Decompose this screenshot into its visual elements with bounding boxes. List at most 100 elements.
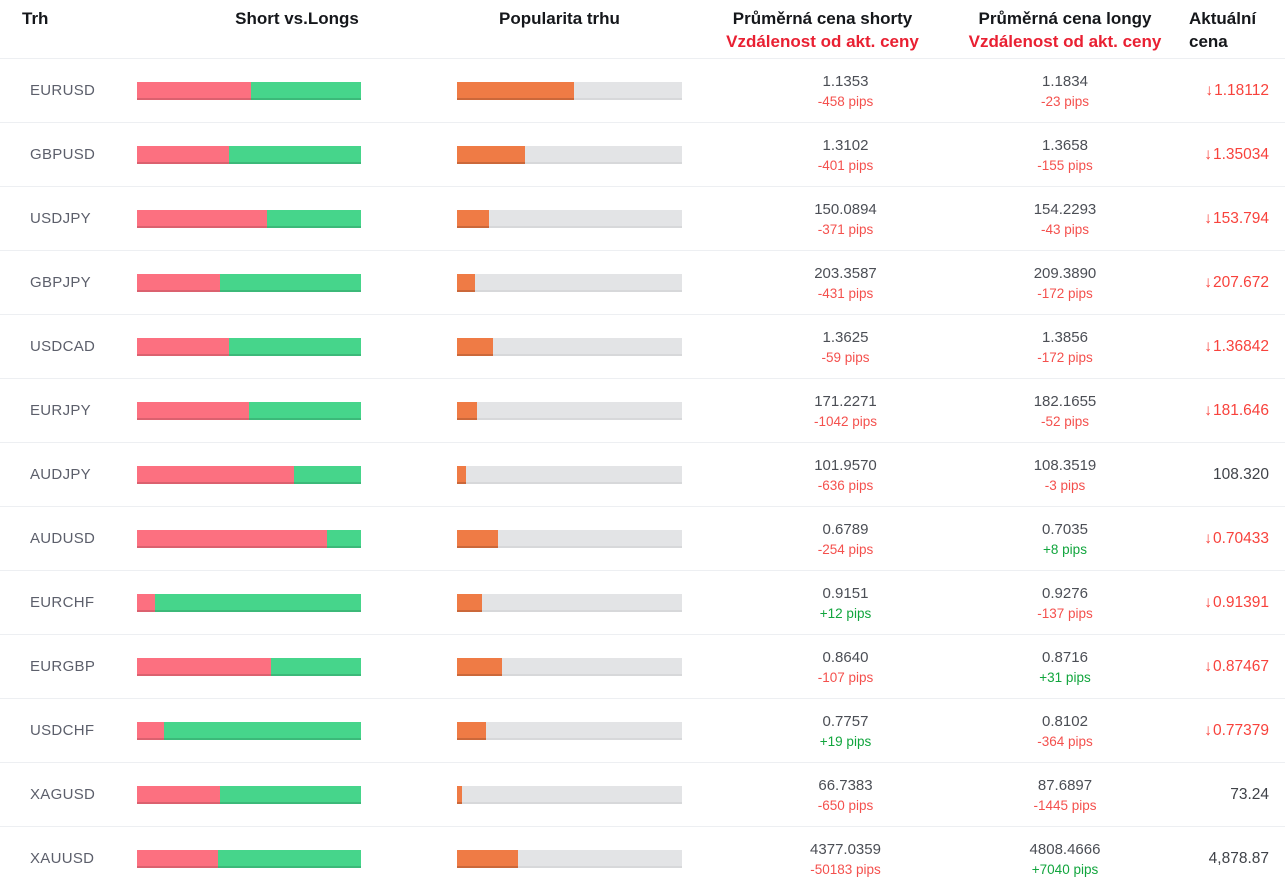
- avg-long-price: 1.3658: [1042, 136, 1088, 154]
- header-avg-long-title: Průměrná cena longy: [978, 9, 1152, 28]
- table-row: EURUSD 1.1353 -458 pips 1.1834 -23 pips …: [0, 58, 1285, 122]
- current-price-value: 0.70433: [1212, 529, 1269, 547]
- header-avg-long-subtitle: Vzdálenost od akt. ceny: [968, 32, 1162, 51]
- avg-short-pips: -371 pips: [817, 221, 874, 237]
- popularity-bar: [457, 593, 682, 612]
- avg-short-pips: +12 pips: [819, 605, 872, 621]
- avg-long-cell: 1.1834 -23 pips: [955, 73, 1175, 109]
- popularity-bar: [457, 81, 682, 100]
- arrow-down-icon: ↓: [1204, 401, 1212, 419]
- popularity-bar-fill: [457, 337, 493, 356]
- avg-long-pips: +31 pips: [1039, 669, 1091, 685]
- current-price-value: 1.36842: [1212, 337, 1269, 355]
- long-bar-segment: [217, 849, 361, 868]
- short-long-bar: [137, 721, 361, 740]
- arrow-down-icon: ↓: [1204, 593, 1212, 611]
- avg-long-cell: 154.2293 -43 pips: [955, 201, 1175, 237]
- avg-long-pips: -155 pips: [1037, 157, 1093, 173]
- avg-long-price: 1.1834: [1042, 72, 1088, 90]
- avg-long-cell: 209.3890 -172 pips: [955, 265, 1175, 301]
- current-price-cell: ↓0.70433: [1175, 530, 1285, 548]
- table-row: USDCAD 1.3625 -59 pips 1.3856 -172 pips …: [0, 314, 1285, 378]
- short-long-bar: [137, 337, 361, 356]
- arrow-down-icon: ↓: [1204, 273, 1212, 291]
- avg-long-cell: 4808.4666 +7040 pips: [955, 841, 1175, 877]
- avg-short-pips: -431 pips: [817, 285, 874, 301]
- current-price-cell: ↓207.672: [1175, 274, 1285, 292]
- avg-short-cell: 0.6789 -254 pips: [690, 521, 955, 557]
- avg-long-price: 154.2293: [1033, 200, 1097, 218]
- arrow-down-icon: ↓: [1204, 721, 1212, 739]
- table-row: AUDUSD 0.6789 -254 pips 0.7035 +8 pips ↓…: [0, 506, 1285, 570]
- popularity-bar-fill: [457, 209, 489, 228]
- popularity-bar: [457, 145, 682, 164]
- header-current-price: Aktuální cena: [1189, 9, 1257, 51]
- long-bar-segment: [293, 465, 361, 484]
- long-bar-segment: [228, 337, 361, 356]
- avg-short-cell: 1.1353 -458 pips: [690, 73, 955, 109]
- avg-short-pips: -650 pips: [817, 797, 874, 813]
- market-label: USDCAD: [30, 338, 96, 355]
- long-bar-segment: [251, 81, 361, 100]
- popularity-bar: [457, 849, 682, 868]
- short-long-bar: [137, 145, 361, 164]
- avg-long-price: 4808.4666: [1029, 840, 1101, 858]
- short-long-bar: [137, 657, 361, 676]
- short-bar-segment: [137, 145, 229, 164]
- header-avg-short: Průměrná cena shorty Vzdálenost od akt. …: [690, 0, 955, 58]
- current-price-cell: ↓1.36842: [1175, 338, 1285, 356]
- long-bar-segment: [219, 273, 361, 292]
- avg-long-cell: 182.1655 -52 pips: [955, 393, 1175, 429]
- avg-long-price: 1.3856: [1042, 328, 1088, 346]
- arrow-down-icon: ↓: [1204, 657, 1212, 675]
- popularity-bar: [457, 529, 682, 548]
- current-price-cell: ↓153.794: [1175, 210, 1285, 228]
- arrow-down-icon: ↓: [1204, 209, 1212, 227]
- short-bar-segment: [137, 401, 249, 420]
- current-price-value: 4,878.87: [1208, 849, 1269, 867]
- short-bar-segment: [137, 337, 229, 356]
- arrow-down-icon: ↓: [1204, 145, 1212, 163]
- popularity-bar-fill: [457, 401, 478, 420]
- avg-short-pips: -59 pips: [821, 349, 870, 365]
- arrow-down-icon: ↓: [1205, 81, 1214, 99]
- popularity-bar-fill: [457, 273, 475, 292]
- avg-short-pips: -107 pips: [817, 669, 874, 685]
- avg-short-cell: 4377.0359 -50183 pips: [690, 841, 955, 877]
- popularity-bar: [457, 657, 682, 676]
- current-price-value: 181.646: [1212, 401, 1269, 419]
- table-row: GBPJPY 203.3587 -431 pips 209.3890 -172 …: [0, 250, 1285, 314]
- avg-short-price: 1.1353: [822, 72, 869, 90]
- short-bar-segment: [137, 593, 155, 612]
- short-long-bar: [137, 401, 361, 420]
- avg-long-cell: 87.6897 -1445 pips: [955, 777, 1175, 813]
- market-label: EURJPY: [30, 402, 91, 419]
- table-row: EURCHF 0.9151 +12 pips 0.9276 -137 pips …: [0, 570, 1285, 634]
- avg-long-cell: 0.8716 +31 pips: [955, 649, 1175, 685]
- avg-short-price: 1.3625: [822, 328, 869, 346]
- avg-short-price: 0.7757: [822, 712, 869, 730]
- avg-long-price: 0.8716: [1042, 648, 1088, 666]
- avg-long-price: 0.9276: [1042, 584, 1088, 602]
- market-label: XAGUSD: [30, 786, 96, 803]
- short-bar-segment: [137, 849, 218, 868]
- table-row: EURGBP 0.8640 -107 pips 0.8716 +31 pips …: [0, 634, 1285, 698]
- short-long-bar: [137, 273, 361, 292]
- header-short-vs-longs: Short vs.Longs: [235, 9, 359, 28]
- table-body: EURUSD 1.1353 -458 pips 1.1834 -23 pips …: [0, 58, 1285, 890]
- avg-short-cell: 1.3625 -59 pips: [690, 329, 955, 365]
- long-bar-segment: [154, 593, 361, 612]
- header-market: Trh: [22, 9, 49, 28]
- avg-short-price: 150.0894: [814, 200, 877, 218]
- avg-short-cell: 0.9151 +12 pips: [690, 585, 955, 621]
- header-avg-short-title: Průměrná cena shorty: [732, 9, 913, 28]
- avg-long-pips: -3 pips: [1044, 477, 1086, 493]
- popularity-bar: [457, 209, 682, 228]
- avg-long-price: 0.7035: [1042, 520, 1088, 538]
- avg-long-cell: 0.8102 -364 pips: [955, 713, 1175, 749]
- avg-short-pips: -1042 pips: [813, 413, 878, 429]
- current-price-cell: 108.320: [1175, 466, 1285, 484]
- table-row: GBPUSD 1.3102 -401 pips 1.3658 -155 pips…: [0, 122, 1285, 186]
- avg-long-pips: -43 pips: [1040, 221, 1090, 237]
